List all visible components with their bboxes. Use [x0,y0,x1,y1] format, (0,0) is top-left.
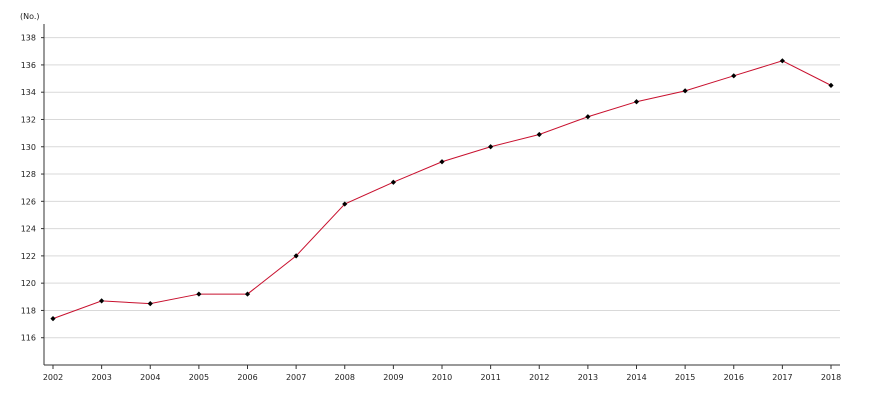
y-tick-label: 122 [21,252,36,261]
y-tick-label: 134 [21,88,36,97]
data-point-marker [147,301,153,307]
data-point-marker [99,298,105,304]
y-tick-label: 130 [21,143,36,152]
x-tick-label: 2011 [480,373,500,382]
x-tick-label: 2018 [821,373,841,382]
y-tick-label: 136 [21,61,36,70]
x-tick-label: 2009 [383,373,403,382]
x-tick-label: 2017 [772,373,792,382]
x-tick-label: 2012 [529,373,549,382]
data-point-marker [439,159,445,165]
x-tick-label: 2008 [335,373,355,382]
y-tick-label: 126 [21,197,36,206]
x-tick-labels: 2002 2003 2004 2005 2006 2007 2008 2009 2010 2011… [43,365,841,382]
y-tick-label: 138 [21,34,36,43]
y-tick-labels: 116 118 120 122 124 126 128 130 132 134 136 138 [21,34,44,343]
data-point-marker [342,201,348,207]
x-tick-label: 2016 [724,373,744,382]
x-tick-label: 2003 [91,373,111,382]
data-point-marker [731,73,737,79]
x-tick-label: 2010 [432,373,452,382]
x-tick-label: 2015 [675,373,695,382]
data-point-marker [682,88,688,94]
data-point-marker [196,291,202,297]
data-point-marker [50,316,56,322]
series [50,58,834,322]
x-tick-label: 2013 [578,373,598,382]
y-tick-label: 116 [21,334,36,343]
y-tick-label: 118 [21,306,36,315]
x-tick-label: 2002 [43,373,63,382]
y-unit-label: (No.) [20,12,40,21]
y-tick-label: 120 [21,279,36,288]
data-point-marker [779,58,785,64]
data-point-marker [488,144,494,150]
x-tick-label: 2014 [626,373,646,382]
data-point-marker [828,82,834,88]
data-point-marker [585,114,591,120]
axes [43,24,840,366]
data-point-marker [293,253,299,259]
x-tick-label: 2007 [286,373,306,382]
x-tick-label: 2004 [140,373,160,382]
data-point-marker [390,179,396,185]
x-tick-label: 2006 [237,373,257,382]
y-tick-label: 132 [21,115,36,124]
grid-lines [44,37,840,339]
series-line [52,60,832,320]
y-tick-label: 128 [21,170,36,179]
data-point-marker [633,99,640,105]
y-tick-label: 124 [21,225,36,234]
data-point-marker [536,131,542,138]
data-point-marker [244,291,251,297]
x-tick-label: 2005 [189,373,209,382]
